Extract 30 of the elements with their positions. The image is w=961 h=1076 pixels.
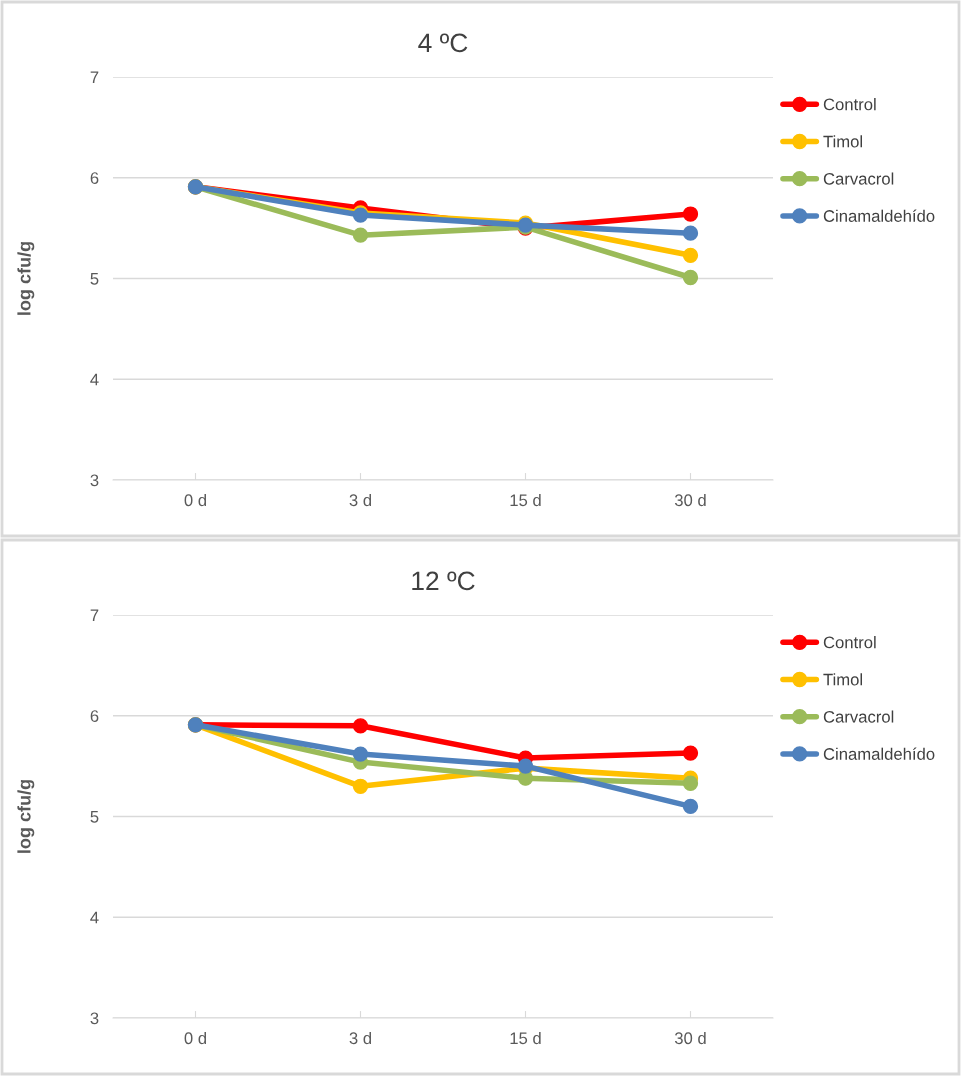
chart-title: 4 ºC bbox=[418, 33, 468, 53]
x-tick-label: 0 d bbox=[184, 1031, 207, 1045]
x-tick-label: 15 d bbox=[510, 1031, 541, 1045]
legend-label: Carvacrol bbox=[823, 172, 894, 185]
legend-label: Timol bbox=[823, 135, 862, 148]
y-axis-title: log cfu/g bbox=[17, 780, 35, 853]
y-tick-label: 5 bbox=[90, 811, 99, 823]
y-tick-label: 4 bbox=[90, 911, 99, 924]
legend-label: Control bbox=[823, 98, 876, 111]
y-axis-title: log cfu/g bbox=[17, 242, 35, 315]
y-tick-label: 4 bbox=[90, 373, 99, 386]
y-tick-label: 3 bbox=[90, 474, 99, 487]
legend-label: Control bbox=[823, 636, 876, 649]
x-tick-label: 30 d bbox=[674, 1031, 706, 1045]
chart-title: 12 ºC bbox=[412, 571, 475, 591]
x-tick-label: 3 d bbox=[349, 493, 372, 507]
legend-label: Carvacrol bbox=[823, 710, 894, 723]
y-tick-label: 7 bbox=[90, 609, 99, 622]
legend-label: Cinamaldehído bbox=[823, 209, 935, 222]
legend-label: Cinamaldehído bbox=[823, 747, 935, 760]
x-tick-label: 15 d bbox=[510, 493, 541, 507]
y-tick-label: 6 bbox=[90, 172, 99, 184]
y-tick-label: 7 bbox=[90, 71, 99, 84]
y-tick-label: 3 bbox=[90, 1012, 99, 1025]
y-tick-label: 5 bbox=[90, 273, 99, 285]
legend-label: Timol bbox=[823, 673, 862, 686]
x-tick-label: 30 d bbox=[674, 493, 706, 507]
y-tick-label: 6 bbox=[90, 710, 99, 722]
x-tick-label: 0 d bbox=[184, 493, 207, 507]
x-tick-label: 3 d bbox=[349, 1031, 372, 1045]
